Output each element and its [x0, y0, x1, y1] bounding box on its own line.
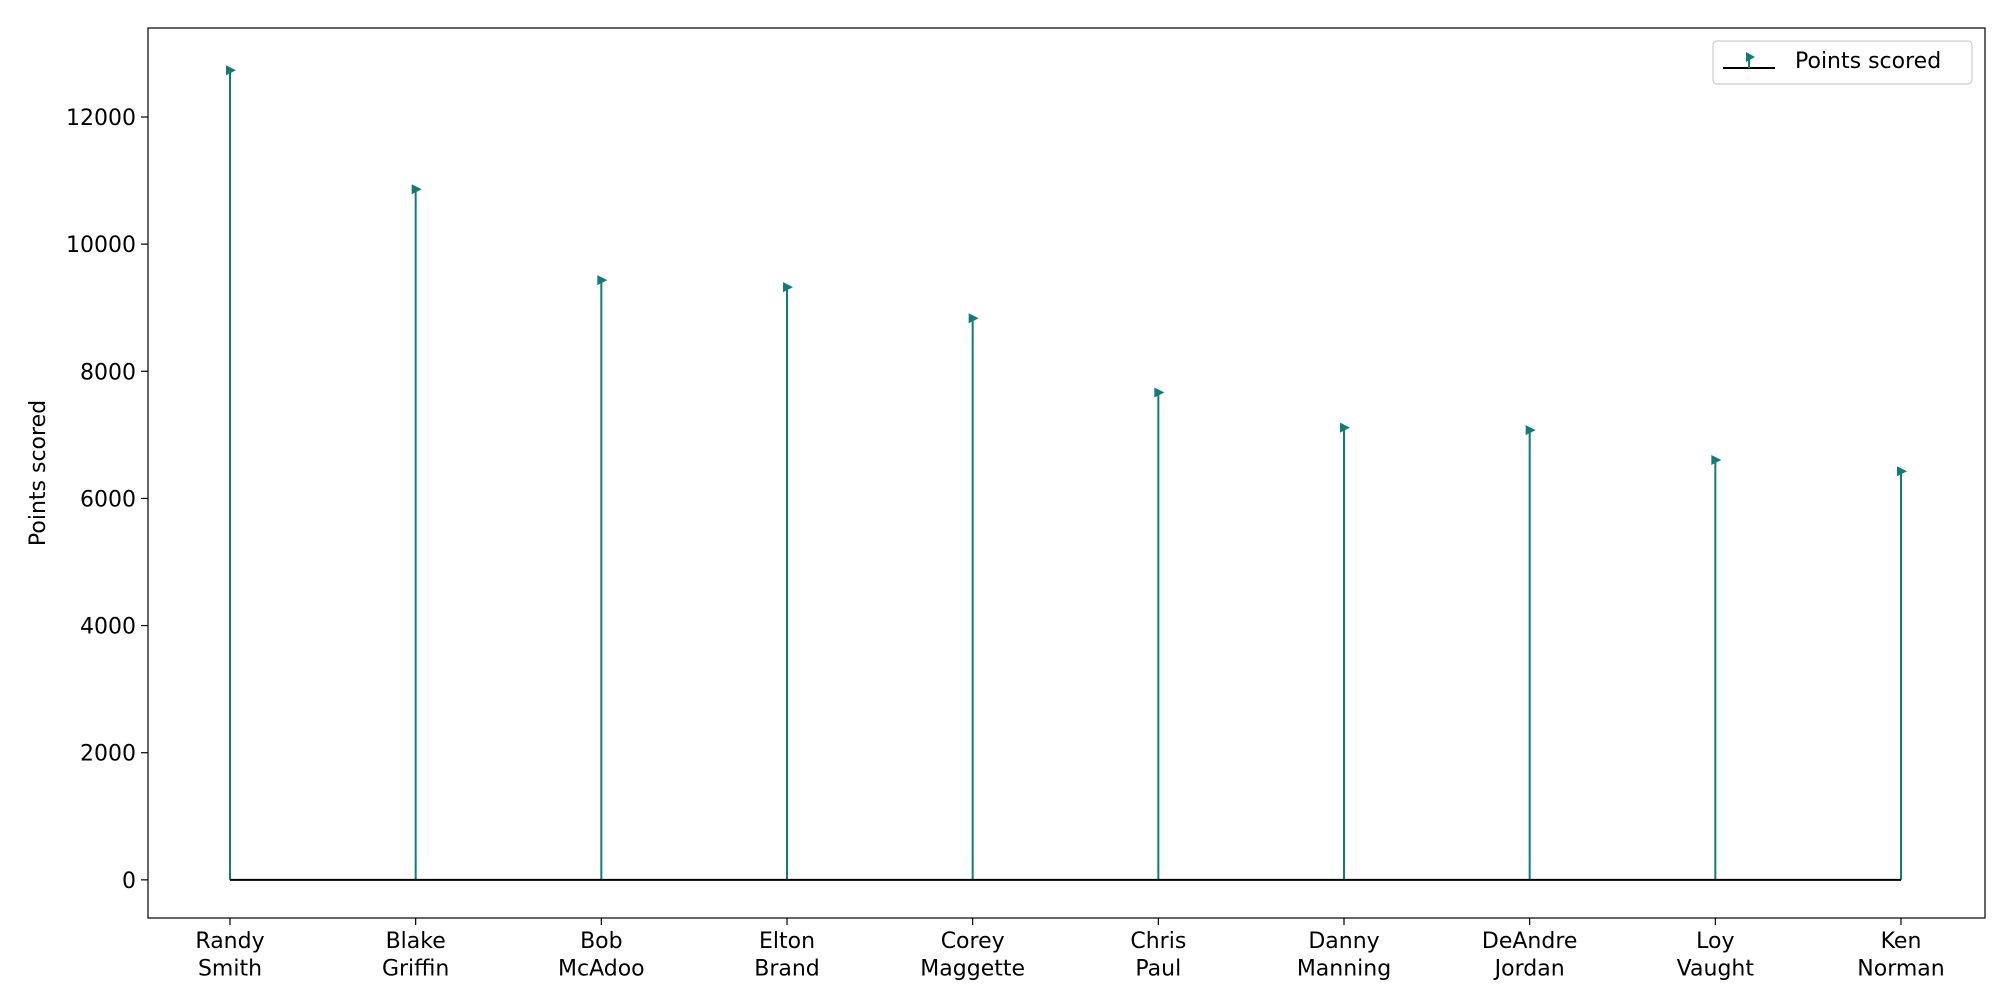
y-tick-label: 10000	[66, 233, 136, 258]
stem-marker	[1340, 422, 1350, 433]
stem-marker	[597, 275, 608, 286]
y-tick-label: 12000	[66, 106, 136, 131]
stem-marker	[968, 313, 979, 324]
stem-marker	[783, 282, 793, 293]
stem-marker	[1897, 466, 1907, 477]
x-tick-label: Danny Manning	[1297, 929, 1391, 982]
x-tick-label: Randy Smith	[195, 929, 264, 982]
stem-marker	[1154, 387, 1165, 398]
x-axis: Randy Smith Blake Griffin Bob McAdoo Elton Bran…	[195, 918, 1945, 982]
x-tick-label: Blake Griffin	[382, 929, 449, 982]
x-tick-label: DeAndre Jordan	[1482, 929, 1578, 982]
y-axis-label: Points scored	[26, 400, 51, 546]
legend: Points scored	[1712, 40, 1973, 85]
x-tick-label: Chris Paul	[1130, 929, 1186, 982]
stem-marker	[1711, 455, 1722, 466]
y-tick-label: 2000	[80, 742, 136, 767]
y-tick-label: 8000	[80, 360, 136, 385]
x-tick-label: Bob McAdoo	[558, 929, 645, 982]
y-tick-label: 6000	[80, 487, 136, 512]
x-tick-label: Ken Norman	[1857, 929, 1944, 982]
y-axis: 0 2000 4000 6000 8000 10000 12000	[66, 106, 148, 894]
y-tick-label: 4000	[80, 615, 136, 640]
stem-marker	[1525, 425, 1536, 436]
x-tick-label: Elton Brand	[754, 929, 820, 982]
plot-area	[147, 27, 1986, 919]
stem-marker	[226, 65, 236, 76]
legend-label: Points scored	[1795, 49, 1941, 74]
y-tick-label: 0	[122, 869, 136, 894]
x-tick-label: Corey Maggette	[920, 929, 1025, 982]
legend-marker-icon	[1746, 52, 1755, 62]
legend-box	[1712, 40, 1973, 85]
plot-frame	[147, 27, 1986, 919]
x-tick-label: Loy Vaught	[1677, 929, 1755, 982]
stem-marker	[411, 184, 422, 195]
